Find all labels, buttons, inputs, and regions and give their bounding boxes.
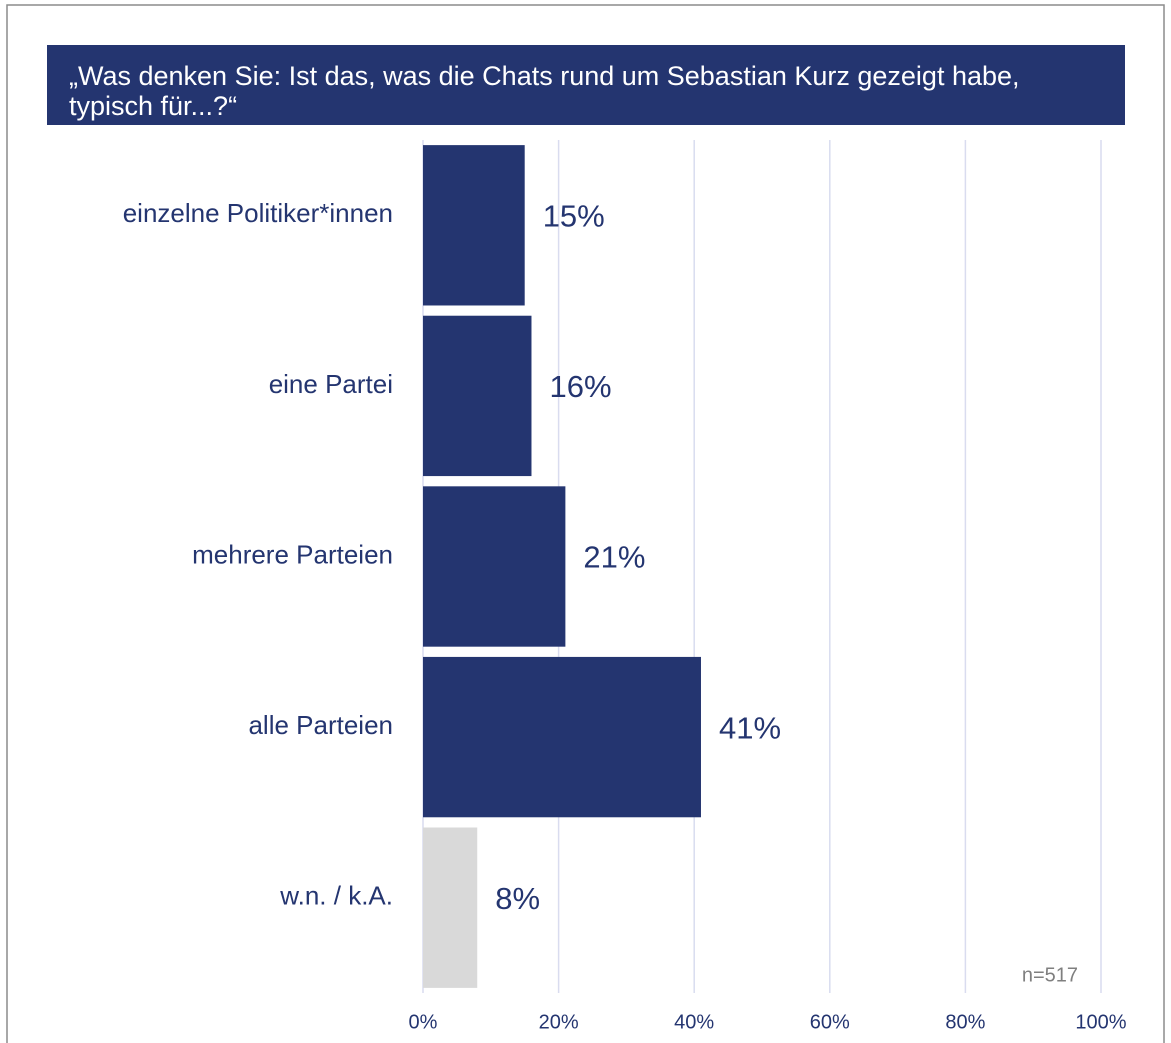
- value-label: 41%: [719, 710, 781, 745]
- x-tick-label: 40%: [674, 1011, 714, 1033]
- bar: [423, 315, 532, 477]
- y-tick-label: einzelne Politiker*innen: [123, 198, 393, 228]
- x-tick-label: 0%: [409, 1011, 438, 1033]
- x-tick-label: 100%: [1075, 1011, 1126, 1033]
- frame: [6, 4, 1165, 1043]
- value-label: 21%: [583, 540, 645, 575]
- x-tick-label: 20%: [539, 1011, 579, 1033]
- chart-title: „Was denken Sie: Ist das, was die Chats …: [47, 45, 1125, 125]
- bar: [423, 486, 566, 647]
- y-tick-label: mehrere Parteien: [192, 539, 393, 569]
- y-tick-label: w.n. / k.A.: [279, 881, 393, 911]
- value-label: 8%: [495, 881, 540, 916]
- x-tick-label: 80%: [945, 1011, 985, 1033]
- y-tick-label: eine Partei: [269, 369, 393, 399]
- value-label: 15%: [543, 198, 605, 233]
- bar: [423, 145, 525, 306]
- x-tick-label: 60%: [810, 1011, 850, 1033]
- value-label: 16%: [549, 369, 611, 404]
- annotation: n=517: [1022, 964, 1078, 986]
- bar: [423, 827, 478, 988]
- y-tick-label: alle Parteien: [248, 710, 393, 740]
- bar: [423, 656, 701, 818]
